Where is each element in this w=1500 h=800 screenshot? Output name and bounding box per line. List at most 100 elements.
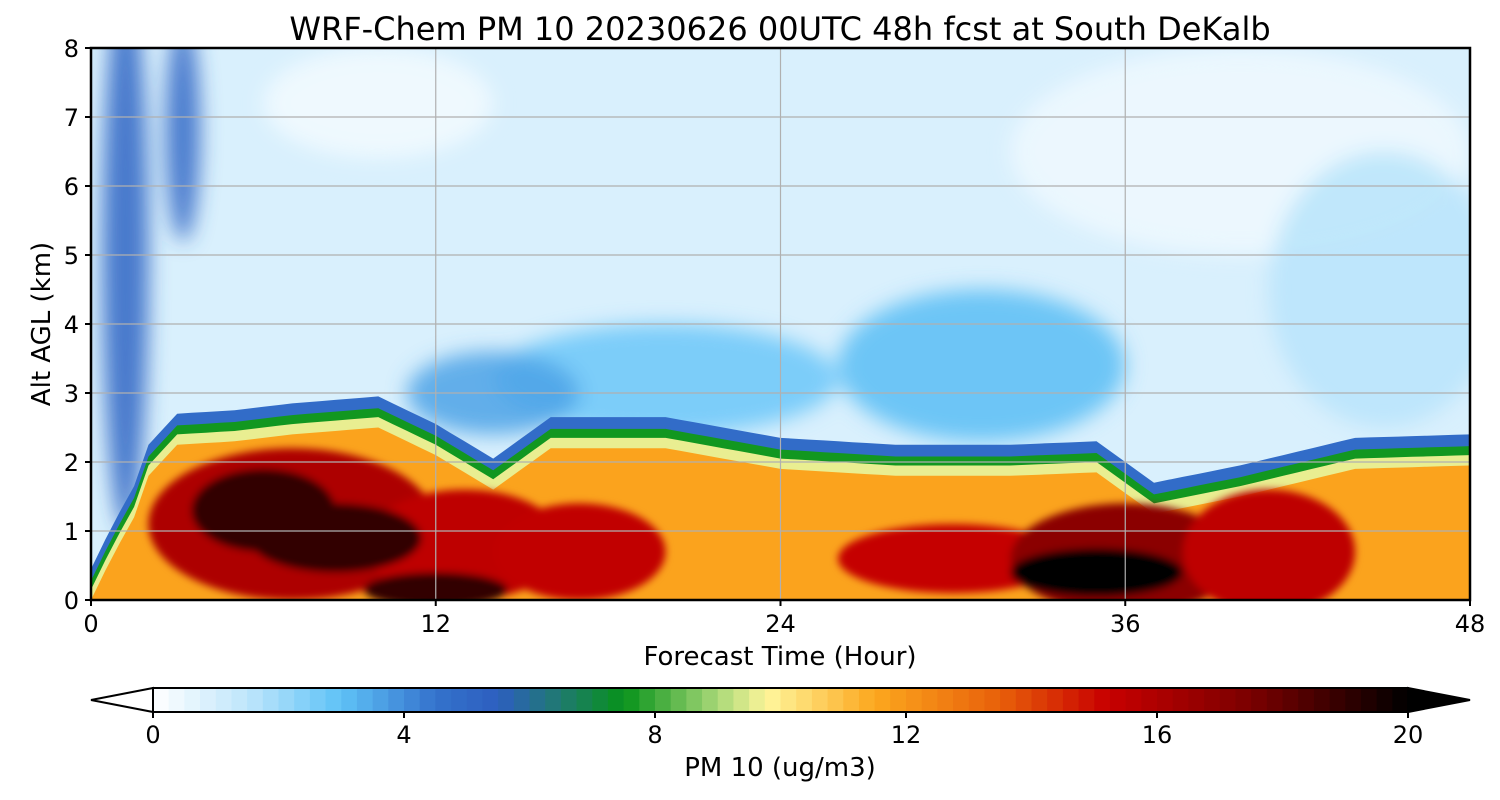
colorbar-segment xyxy=(247,688,264,712)
colorbar-segment xyxy=(1329,688,1346,712)
x-tick-label: 12 xyxy=(420,610,451,638)
y-tick-label: 6 xyxy=(64,173,79,201)
colorbar-segment xyxy=(858,688,876,712)
colorbar-segment xyxy=(419,688,436,712)
y-tick-label: 0 xyxy=(64,587,79,615)
colorbar-segment xyxy=(733,688,750,712)
colorbar-segment xyxy=(843,688,860,712)
colorbar-segment xyxy=(1047,688,1064,712)
colorbar-segment xyxy=(1204,688,1221,712)
colorbar-segment xyxy=(1094,688,1111,712)
colorbar-segment xyxy=(1015,688,1033,712)
colorbar-segment xyxy=(686,688,703,712)
colorbar-segment xyxy=(702,688,719,712)
colorbar-tick-label: 12 xyxy=(891,721,922,749)
colorbar-segment xyxy=(278,688,295,712)
colorbar-segment xyxy=(341,688,358,712)
x-tick-label: 24 xyxy=(765,610,796,638)
colorbar-tick-label: 4 xyxy=(396,721,411,749)
colorbar-segment xyxy=(639,688,656,712)
colorbar-segment xyxy=(153,688,170,712)
colorbar-segment xyxy=(435,688,452,712)
colorbar-segment xyxy=(623,688,640,712)
y-tick-label: 7 xyxy=(64,104,79,132)
y-tick-label: 8 xyxy=(64,35,79,63)
colorbar-segment xyxy=(749,688,766,712)
colorbar-segment xyxy=(670,688,687,712)
colorbar-segment xyxy=(388,688,405,712)
colorbar-segment xyxy=(168,688,185,712)
colorbar-segment xyxy=(1266,688,1284,712)
colorbar-segment xyxy=(968,688,986,712)
colorbar-segment xyxy=(1172,688,1189,712)
y-tick-label: 2 xyxy=(64,449,79,477)
colorbar-segment xyxy=(451,688,468,712)
colorbar-segment xyxy=(1282,688,1299,712)
colorbar-segment xyxy=(1251,688,1268,712)
colorbar-segment xyxy=(529,688,546,712)
x-axis-label: Forecast Time (Hour) xyxy=(643,642,916,672)
colorbar-segment xyxy=(1141,688,1158,712)
colorbar-segment xyxy=(200,688,217,712)
colorbar: 0 4 8 12 16 20 PM 10 (ug/m3) xyxy=(90,686,1471,783)
colorbar-segment xyxy=(560,688,578,712)
x-tick-label: 0 xyxy=(83,610,98,638)
colorbar-segment xyxy=(811,688,829,712)
colorbar-tick-label: 0 xyxy=(145,721,160,749)
colorbar-segment xyxy=(498,688,515,712)
x-tick-label: 36 xyxy=(1110,610,1141,638)
colorbar-segment xyxy=(1000,688,1017,712)
colorbar-segment xyxy=(937,688,954,712)
colorbar-segment xyxy=(325,688,342,712)
colorbar-segment xyxy=(1062,688,1080,712)
colorbar-segment xyxy=(655,688,672,712)
colorbar-segments xyxy=(153,688,1409,712)
colorbar-segment xyxy=(482,688,499,712)
colorbar-frame xyxy=(152,687,1409,713)
colorbar-segment xyxy=(984,688,1001,712)
colorbar-extend-high xyxy=(1407,686,1471,714)
colorbar-segment xyxy=(921,688,938,712)
colorbar-segment xyxy=(215,688,233,712)
colorbar-segment xyxy=(466,688,484,712)
colorbar-ticks: 0 4 8 12 16 20 xyxy=(145,712,1423,749)
colorbar-segment xyxy=(1235,688,1252,712)
colorbar-segment xyxy=(513,688,531,712)
colorbar-segment xyxy=(1376,688,1393,712)
colorbar-segment xyxy=(874,688,891,712)
x-tick-label: 48 xyxy=(1455,610,1486,638)
y-tick-label: 1 xyxy=(64,518,79,546)
core-concentration-field xyxy=(148,448,1356,600)
y-tick-label: 4 xyxy=(64,311,79,339)
colorbar-segment xyxy=(404,688,421,712)
colorbar-segment xyxy=(592,688,609,712)
colorbar-segment xyxy=(231,688,248,712)
y-axis-label: Alt AGL (km) xyxy=(27,242,57,406)
colorbar-segment xyxy=(890,688,907,712)
colorbar-segment xyxy=(1078,688,1095,712)
colorbar-segment xyxy=(1109,688,1127,712)
colorbar-segment xyxy=(906,688,923,712)
colorbar-segment xyxy=(796,688,813,712)
colorbar-segment xyxy=(1125,688,1142,712)
colorbar-segment xyxy=(1031,688,1048,712)
chart-title: WRF-Chem PM 10 20230626 00UTC 48h fcst a… xyxy=(289,10,1270,48)
colorbar-tick-label: 20 xyxy=(1393,721,1424,749)
colorbar-tick-label: 8 xyxy=(647,721,662,749)
colorbar-segment xyxy=(294,688,311,712)
colorbar-segment xyxy=(1345,688,1362,712)
y-axis-ticks: 0 1 2 3 4 5 6 7 8 xyxy=(64,35,91,615)
colorbar-segment xyxy=(1298,688,1315,712)
colorbar-segment xyxy=(780,688,797,712)
colorbar-segment xyxy=(1360,688,1378,712)
colorbar-segment xyxy=(1188,688,1205,712)
y-tick-label: 5 xyxy=(64,242,79,270)
colorbar-segment xyxy=(1157,688,1174,712)
x-axis-ticks: 0 12 24 36 48 xyxy=(83,600,1485,638)
colorbar-segment xyxy=(717,688,735,712)
colorbar-segment xyxy=(184,688,201,712)
colorbar-segment xyxy=(262,688,280,712)
colorbar-segment xyxy=(764,688,782,712)
